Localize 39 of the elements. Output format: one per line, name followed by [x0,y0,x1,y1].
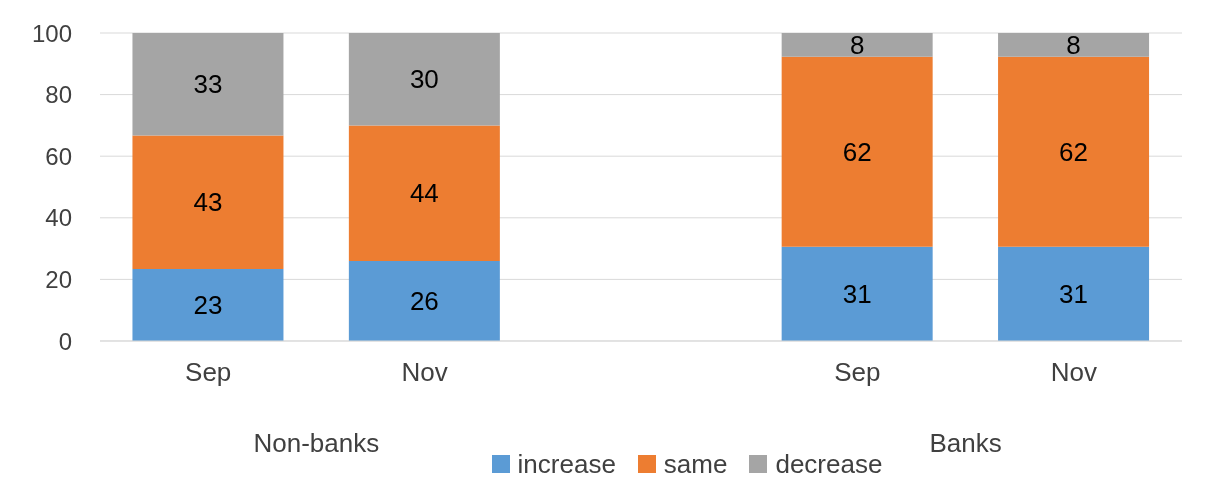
bar [348,125,500,261]
data-label: 43 [193,187,223,218]
x-tick-label: Sep [185,357,232,388]
bar [348,260,500,341]
legend-label: same [663,449,728,479]
bar [781,56,933,247]
data-label: 30 [409,64,439,95]
data-label: 31 [842,278,872,309]
data-label: 26 [409,285,439,316]
data-label: 8 [1066,29,1081,60]
y-tick-label: 20 [45,265,72,293]
x-tick-label: Sep [834,357,881,388]
data-label: 62 [842,136,872,167]
data-label: 44 [409,178,439,209]
y-tick-label: 60 [45,142,72,170]
y-tick-label: 80 [45,81,72,109]
data-label: 31 [1059,278,1089,309]
bar [348,33,500,126]
bar [781,246,933,341]
x-tick-label: Nov [1050,357,1097,388]
bar [132,268,284,341]
data-label: 8 [849,29,865,60]
y-tick-label: 0 [58,327,72,355]
bar [132,33,284,136]
text: Banks [929,428,1002,458]
legend-label: decrease [775,449,883,479]
data-label: 62 [1059,136,1089,167]
y-tick-label: 100 [31,19,72,47]
bar [998,246,1150,341]
x-tick-label: Nov [401,357,448,388]
bar [781,33,933,57]
legend-label: increase [517,449,616,479]
y-tick-label: 40 [45,204,72,232]
bar [132,135,284,269]
text: Non-banks [252,428,381,459]
bar [998,33,1150,57]
data-label: 23 [193,289,223,320]
data-label: 33 [193,69,223,100]
bar [998,56,1150,247]
